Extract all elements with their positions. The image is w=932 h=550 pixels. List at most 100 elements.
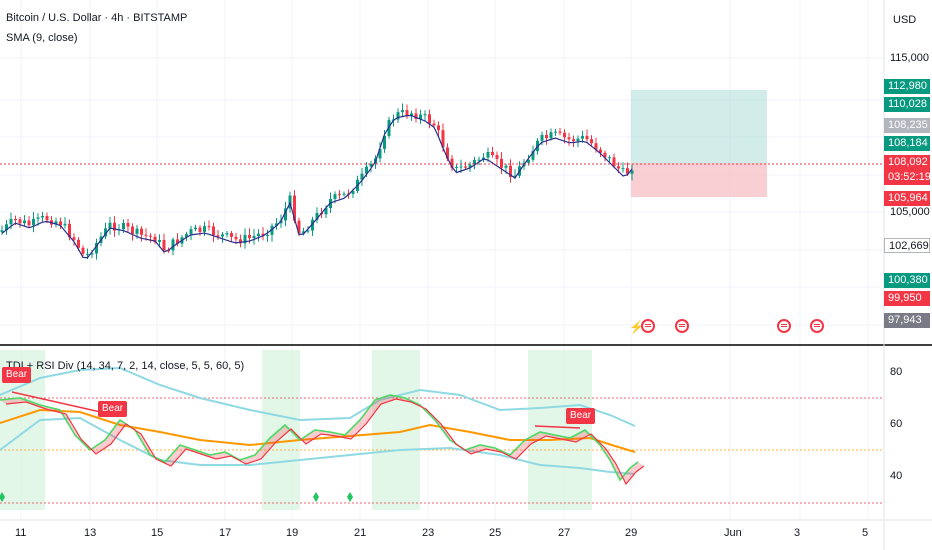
- tdi-legend[interactable]: TDI + RSI Div (14, 34, 7, 2, 14, close, …: [6, 360, 245, 372]
- candle-body: [234, 236, 238, 240]
- bear-label: Bear: [2, 367, 32, 383]
- tdi-buy-marker: [0, 492, 5, 502]
- candle-body: [351, 191, 355, 194]
- tdi-signal-line: [5, 398, 645, 486]
- candle-body: [41, 216, 44, 218]
- tdi-rsi-line: [0, 394, 639, 482]
- currency-label[interactable]: USD: [893, 14, 917, 26]
- candle-body: [140, 228, 143, 235]
- candle-body: [491, 152, 494, 156]
- flag-us-icon[interactable]: [675, 319, 689, 333]
- candle-body: [383, 135, 386, 149]
- flag-us-icon[interactable]: [810, 319, 824, 333]
- candle-body: [455, 166, 458, 168]
- candle-body: [185, 234, 188, 238]
- candle-body: [306, 230, 310, 232]
- candle-body: [558, 131, 562, 133]
- candle-body: [171, 239, 175, 251]
- candle-body: [599, 149, 602, 153]
- candle-body: [230, 233, 233, 237]
- candle-body: [617, 166, 620, 169]
- candle-body: [500, 158, 503, 168]
- candle-body: [437, 125, 440, 131]
- candle-body: [545, 134, 548, 139]
- tdi-lower-band: [0, 416, 636, 475]
- candle-body: [59, 221, 62, 226]
- candle-body: [450, 158, 454, 168]
- candle-body: [477, 159, 481, 161]
- tdi-buy-marker: [347, 492, 353, 502]
- candle-body: [23, 220, 26, 224]
- candle-body: [446, 147, 449, 159]
- candle-body: [68, 223, 71, 238]
- candle-body: [608, 157, 611, 159]
- flag-us-icon[interactable]: [777, 319, 791, 333]
- candle-body: [18, 219, 22, 224]
- candle-body: [225, 233, 229, 235]
- time-axis-label: Jun: [724, 527, 742, 539]
- price-axis-label: 115,000: [890, 52, 929, 64]
- candle-body: [626, 168, 629, 174]
- candle-body: [149, 235, 152, 237]
- flag-us-icon[interactable]: [641, 319, 655, 333]
- time-axis-label: 11: [15, 527, 27, 539]
- price-tag-low-grey: 97,943: [884, 313, 930, 328]
- bear-divergence-line-1: [11, 391, 106, 414]
- price-tag-low-green: 100,380: [884, 273, 930, 288]
- symbol-title[interactable]: Bitcoin / U.S. Dollar · 4h · BITSTAMP: [6, 12, 188, 24]
- candle-body: [554, 131, 557, 133]
- candle-body: [203, 226, 206, 232]
- candle-body: [77, 239, 80, 248]
- candle-body: [9, 218, 13, 225]
- long-position-target-zone[interactable]: [631, 90, 767, 163]
- candle-body: [126, 222, 130, 227]
- candle-body: [95, 242, 98, 254]
- time-axis-label: 17: [219, 527, 232, 539]
- candle-body: [131, 226, 134, 234]
- tdi-highlight-zones: [0, 350, 592, 510]
- tdi-highlight-zone: [262, 350, 300, 510]
- candle-body: [594, 143, 598, 150]
- tdi-buy-marker: [313, 492, 319, 502]
- candle-body: [221, 234, 224, 237]
- price-tag-current: 108,092: [884, 155, 930, 170]
- candle-body: [495, 155, 499, 159]
- candle-body: [45, 216, 49, 221]
- candle-body: [212, 226, 215, 236]
- candle-body: [572, 139, 575, 142]
- lightning-icon[interactable]: ⚡: [629, 320, 644, 334]
- candle-body: [504, 165, 508, 168]
- candle-body: [5, 224, 8, 231]
- candle-body: [603, 152, 607, 158]
- sma-legend[interactable]: SMA (9, close): [6, 32, 78, 44]
- candle-body: [275, 223, 278, 226]
- candle-body: [531, 151, 535, 160]
- candle-body: [441, 130, 445, 148]
- candle-body: [162, 239, 166, 251]
- candle-body: [365, 166, 368, 174]
- candle-body: [167, 250, 170, 252]
- price-tag-stop: 105,964: [884, 191, 930, 206]
- candle-body: [279, 220, 283, 224]
- candle-body: [63, 223, 67, 226]
- candle-body: [261, 233, 265, 236]
- candle-body: [540, 134, 544, 141]
- time-axis-label: 13: [84, 527, 97, 539]
- candle-body: [414, 113, 418, 120]
- candle-body: [207, 226, 211, 228]
- candle-body: [302, 231, 305, 234]
- candle-body: [104, 228, 107, 237]
- candle-body: [396, 112, 400, 120]
- price-tag-low-red: 99,950: [884, 291, 930, 306]
- long-position-stop-zone[interactable]: [631, 163, 767, 197]
- candle-body: [621, 168, 625, 170]
- time-axis-label: 29: [625, 527, 638, 539]
- candle-body: [563, 132, 566, 138]
- candle-body: [144, 234, 148, 236]
- candle-body: [90, 253, 94, 255]
- candle-body: [630, 170, 634, 174]
- candle-body: [86, 253, 89, 255]
- candlestick-series: [0, 103, 634, 260]
- bear-divergence-line-2: [534, 425, 581, 429]
